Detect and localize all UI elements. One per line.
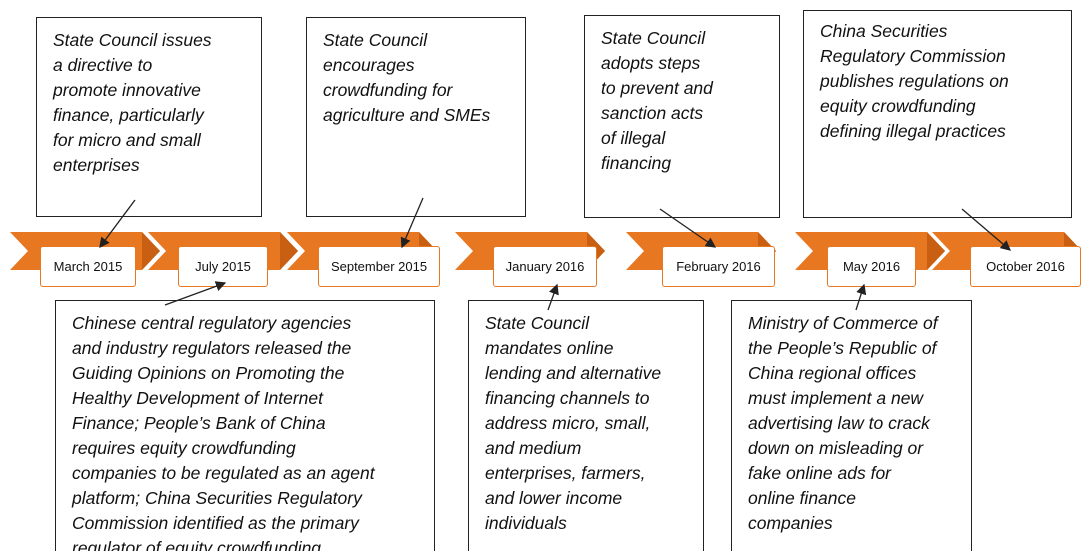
date-label: March 2015 xyxy=(40,246,136,287)
event-text: Finance; People’s Bank of China xyxy=(72,413,326,433)
event-text: advertising law to crack xyxy=(748,413,930,433)
date-label: February 2016 xyxy=(662,246,775,287)
event-text: Guiding Opinions on Promoting the xyxy=(72,363,345,383)
event-text: State Council issues xyxy=(53,30,212,50)
event-text: platform; China Securities Regulatory xyxy=(72,488,362,508)
event-text: Regulatory Commission xyxy=(820,46,1006,66)
event-text: and medium xyxy=(485,438,582,458)
event-text: individuals xyxy=(485,513,567,533)
date-label: September 2015 xyxy=(318,246,440,287)
event-text: China regional offices xyxy=(748,363,917,383)
chevron-shade xyxy=(142,232,160,270)
event-text: lending and alternative xyxy=(485,363,662,383)
event-box: China Securities Regulatory Commission pub… xyxy=(803,10,1072,218)
event-text: China Securities xyxy=(820,21,948,41)
event-text: agriculture and SMEs xyxy=(323,105,491,125)
event-text: Healthy Development of Internet xyxy=(72,388,323,408)
event-box: State Council adopts steps to prevent and s… xyxy=(584,15,780,218)
arrow xyxy=(164,281,227,306)
event-text: encourages xyxy=(323,55,415,75)
event-text: promote innovative xyxy=(53,80,201,100)
event-text: crowdfunding for xyxy=(323,80,453,100)
event-text: enterprises xyxy=(53,155,140,175)
arrow xyxy=(99,199,136,249)
event-text: fake online ads for xyxy=(748,463,892,483)
event-text: financing xyxy=(601,153,672,173)
date-label: January 2016 xyxy=(493,246,597,287)
event-text: and lower income xyxy=(485,488,623,508)
event-text: finance, particularly xyxy=(53,105,204,125)
event-text: mandates online xyxy=(485,338,614,358)
event-text: Commission identified as the primary xyxy=(72,513,359,533)
chevron-shade xyxy=(280,232,298,270)
event-text: defining illegal practices xyxy=(820,121,1006,141)
date-label: July 2015 xyxy=(178,246,268,287)
event-text: regulator of equity crowdfunding xyxy=(72,538,322,551)
event-box: State Council encourages crowdfunding for a… xyxy=(306,17,526,217)
event-text: to prevent and xyxy=(601,78,713,98)
arrow xyxy=(961,208,1011,251)
date-label: May 2016 xyxy=(827,246,916,287)
event-box: Ministry of Commerce of the People’s Repu… xyxy=(731,300,972,551)
date-label: October 2016 xyxy=(970,246,1081,287)
event-text: adopts steps xyxy=(601,53,701,73)
event-box: State Council mandates online lending and … xyxy=(468,300,704,551)
arrow xyxy=(659,208,717,248)
event-text: the People’s Republic of xyxy=(748,338,937,358)
event-text: Ministry of Commerce of xyxy=(748,313,938,333)
event-text: must implement a new xyxy=(748,388,924,408)
event-text: companies to be regulated as an agent xyxy=(72,463,375,483)
event-text: State Council xyxy=(323,30,428,50)
event-text: State Council xyxy=(485,313,590,333)
event-text: companies xyxy=(748,513,833,533)
event-text: requires equity crowdfunding xyxy=(72,438,296,458)
event-text: and industry regulators released the xyxy=(72,338,352,358)
event-box: Chinese central regulatory agencies and i… xyxy=(55,300,435,551)
event-text: publishes regulations on xyxy=(820,71,1009,91)
event-box: State Council issues a directive to promot… xyxy=(36,17,262,217)
event-text: of illegal xyxy=(601,128,666,148)
event-text: online finance xyxy=(748,488,856,508)
event-text: down on misleading or xyxy=(748,438,924,458)
arrow xyxy=(855,283,867,311)
arrow xyxy=(400,197,424,249)
event-text: for micro and small xyxy=(53,130,201,150)
event-text: Chinese central regulatory agencies xyxy=(72,313,352,333)
arrow xyxy=(547,283,559,311)
event-text: enterprises, farmers, xyxy=(485,463,646,483)
event-text: sanction acts xyxy=(601,103,704,123)
chevron-shade xyxy=(927,232,945,270)
event-text: equity crowdfunding xyxy=(820,96,976,116)
event-text: a directive to xyxy=(53,55,153,75)
event-text: address micro, small, xyxy=(485,413,651,433)
event-text: financing channels to xyxy=(485,388,650,408)
event-text: State Council xyxy=(601,28,706,48)
